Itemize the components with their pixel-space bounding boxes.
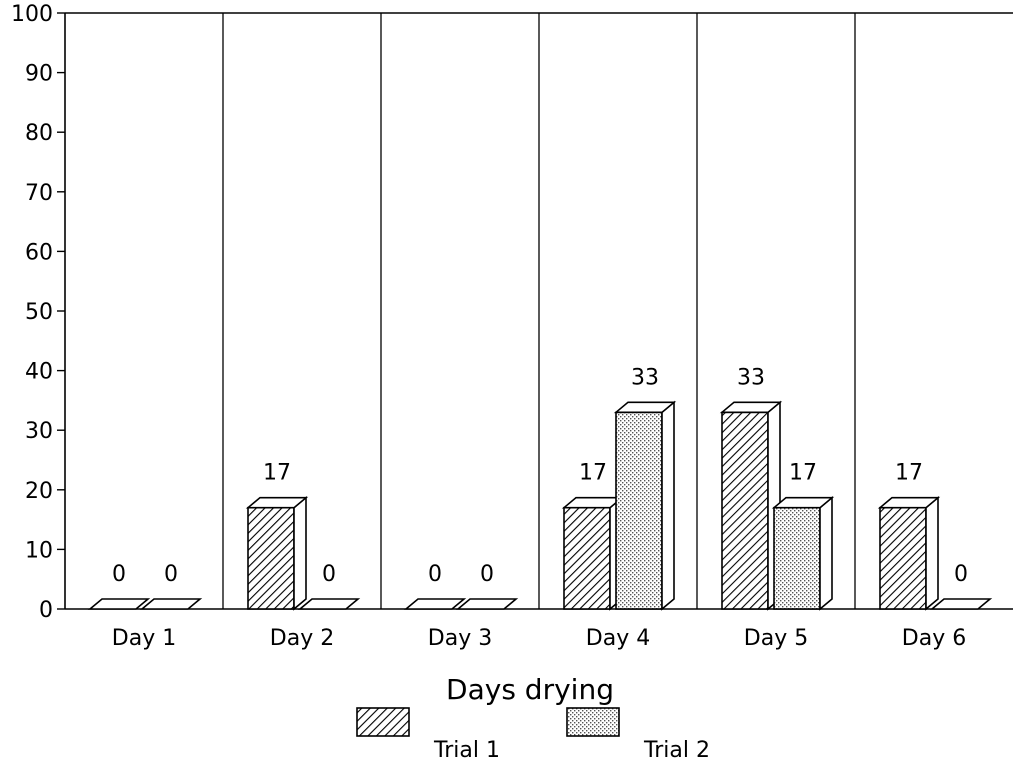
bar-trial-2	[929, 598, 993, 610]
bar-top-face	[719, 401, 783, 414]
y-tick-label: 80	[25, 121, 53, 146]
bar-side-face	[661, 400, 675, 611]
bar-front-face	[615, 411, 663, 610]
category-dividers	[222, 13, 856, 609]
x-tick-label: Day 3	[428, 626, 492, 651]
bar-front-face	[879, 506, 927, 610]
bar-front-face	[247, 506, 295, 610]
bar-front-face	[563, 506, 611, 610]
x-tick-label: Day 5	[744, 626, 808, 651]
bar-front-face	[721, 411, 769, 610]
data-label: 0	[112, 562, 126, 587]
bar-trial-2	[455, 598, 519, 610]
bar-trial-1	[877, 495, 941, 611]
bar-trial-2	[297, 598, 361, 610]
x-axis-title: Days drying	[446, 673, 614, 706]
data-label: 0	[480, 562, 494, 587]
bar-trial-2	[613, 400, 677, 611]
bar-zero-slab	[403, 598, 467, 610]
x-tick-label: Day 2	[270, 626, 334, 651]
bar-trial-1	[403, 598, 467, 610]
x-tick-label: Day 1	[112, 626, 176, 651]
bar-top-face	[245, 496, 309, 509]
data-label: 0	[428, 562, 442, 587]
bar-zero-slab	[139, 598, 203, 610]
data-label: 17	[789, 461, 817, 486]
y-tick-label: 0	[39, 598, 53, 623]
bar-trial-1	[561, 495, 625, 611]
bar-zero-slab	[455, 598, 519, 610]
bar-trial-2	[771, 495, 835, 611]
y-tick-label: 100	[11, 2, 53, 27]
x-axis-categories: Day 1 Day 2 Day 3 Day 4 Day 5 Day 6	[112, 626, 966, 651]
bar-side-face	[293, 495, 307, 611]
bar-trial-1	[719, 400, 783, 611]
legend-label-trial-2: Trial 2	[643, 738, 710, 762]
bar-trial-1	[245, 495, 309, 611]
legend-swatch-trial-1	[356, 707, 410, 737]
y-tick-label: 40	[25, 360, 53, 385]
legend-swatch-trial-2	[566, 707, 620, 737]
y-tick-label: 20	[25, 479, 53, 504]
y-tick-label: 30	[25, 419, 53, 444]
data-label: 0	[164, 562, 178, 587]
bar-trial-2	[139, 598, 203, 610]
y-axis-ticks: 0 10 20 30 40 50 60 70 80 90 100	[11, 2, 65, 623]
data-label: 17	[895, 461, 923, 486]
data-label: 0	[322, 562, 336, 587]
data-labels: 0 0 17 0 0 0 17 33 33 17 17 0	[112, 365, 968, 587]
bar-top-face	[613, 401, 677, 414]
y-tick-label: 90	[25, 62, 53, 87]
bar-front-face	[773, 506, 821, 610]
bar-side-face	[819, 495, 833, 611]
data-label: 17	[579, 461, 607, 486]
bar-zero-slab	[929, 598, 993, 610]
data-label: 0	[954, 562, 968, 587]
data-label: 17	[263, 461, 291, 486]
bar-top-face	[877, 496, 941, 509]
bar-zero-slab	[297, 598, 361, 610]
y-tick-label: 10	[25, 538, 53, 563]
y-tick-label: 70	[25, 181, 53, 206]
bar-side-face	[925, 495, 939, 611]
bar-trial-1	[87, 598, 151, 610]
legend-label-trial-1: Trial 1	[433, 738, 500, 762]
bars	[87, 400, 993, 611]
data-label: 33	[737, 365, 765, 390]
x-tick-label: Day 6	[902, 626, 966, 651]
data-label: 33	[631, 365, 659, 390]
bar-top-face	[771, 496, 835, 509]
bar-zero-slab	[87, 598, 151, 610]
y-tick-label: 60	[25, 240, 53, 265]
legend: Trial 1 Trial 2	[356, 707, 710, 762]
x-tick-label: Day 4	[586, 626, 650, 651]
y-tick-label: 50	[25, 300, 53, 325]
